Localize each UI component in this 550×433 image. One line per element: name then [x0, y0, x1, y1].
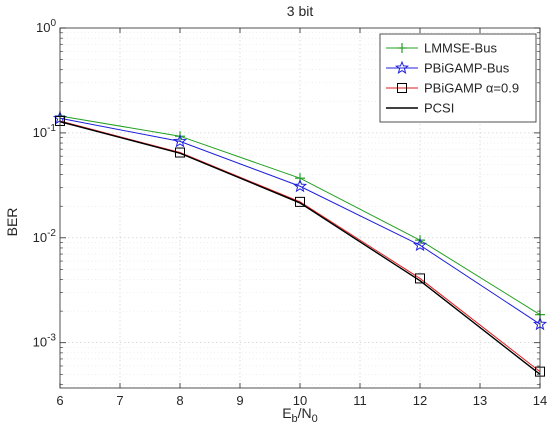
x-tick-label: 11	[353, 393, 367, 408]
y-tick-label: 100	[36, 18, 56, 35]
axis-ticks: 6 7 8 9 10 11 12 13 14 100 10-1 10-2 10-3	[33, 18, 548, 408]
x-tick-label: 14	[533, 393, 547, 408]
chart-title: 3 bit	[287, 3, 314, 19]
x-tick-label: 13	[473, 393, 487, 408]
legend: LMMSE-Bus PBiGAMP-Bus PBiGAMP α=0.9 PCSI	[379, 33, 537, 123]
x-axis-label: Eb/N0	[282, 405, 318, 425]
data-point	[172, 134, 188, 148]
legend-entry: LMMSE-Bus	[386, 41, 497, 56]
series-line	[59, 117, 541, 325]
legend-label: PBiGAMP-Bus	[424, 61, 510, 76]
y-tick-label: 10-3	[33, 333, 57, 350]
y-tick-label: 10-1	[33, 123, 57, 140]
legend-label: PCSI	[424, 101, 454, 116]
legend-marker	[397, 83, 407, 93]
series-group	[52, 110, 548, 377]
series-line	[59, 120, 541, 375]
x-tick-label: 10	[293, 393, 307, 408]
x-tick-label: 7	[116, 393, 123, 408]
legend-label: LMMSE-Bus	[424, 41, 497, 56]
x-tick-label: 9	[236, 393, 243, 408]
x-tick-label: 12	[413, 393, 427, 408]
y-axis-label: BER	[4, 208, 20, 237]
legend-entry: PBiGAMP α=0.9	[386, 81, 519, 96]
series-3	[59, 120, 541, 375]
legend-marker	[397, 43, 407, 53]
legend-entry: PBiGAMP-Bus	[386, 61, 510, 76]
legend-label: PBiGAMP α=0.9	[424, 81, 519, 96]
data-point	[292, 178, 308, 193]
data-point	[295, 196, 305, 207]
y-tick-label: 10-2	[33, 228, 57, 245]
data-point	[412, 237, 428, 252]
legend-entry: PCSI	[386, 101, 454, 116]
x-tick-label: 6	[56, 393, 63, 408]
x-tick-label: 8	[176, 393, 183, 408]
legend-marker	[394, 60, 410, 74]
